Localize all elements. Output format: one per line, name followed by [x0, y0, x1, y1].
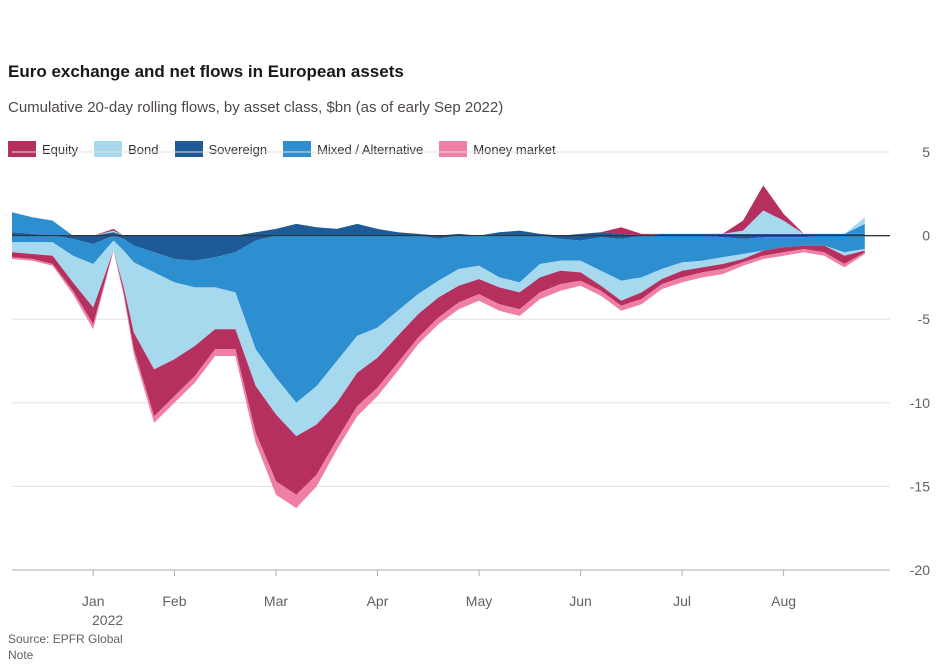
year-label: 2022	[92, 612, 124, 628]
chart-legend: Equity Bond Sovereign Mixed / Alternativ…	[8, 141, 556, 157]
x-tick-label: Feb	[162, 593, 186, 609]
legend-swatch-equity	[8, 141, 36, 157]
legend-swatch-sovereign	[174, 141, 203, 157]
legend-label-sovereign: Sovereign	[208, 141, 268, 157]
x-tick-label: Jan	[82, 593, 105, 609]
legend-swatch-money-market	[439, 141, 468, 157]
legend-item-equity: Equity	[8, 141, 78, 157]
legend-item-bond: Bond	[94, 141, 159, 157]
legend-label-equity: Equity	[42, 141, 79, 157]
source-note: Source: EPFR Global	[8, 632, 123, 646]
legend-swatch-mixed	[283, 141, 312, 157]
y-tick-label: -5	[918, 311, 931, 327]
footnote: Note	[8, 648, 34, 662]
legend-label-mixed: Mixed / Alternative	[317, 141, 424, 157]
legend-label-money-market: Money market	[473, 141, 556, 157]
legend-swatch-bond	[94, 141, 123, 157]
legend-label-bond: Bond	[128, 141, 159, 157]
area-series-equity-positive	[12, 185, 865, 236]
x-tick-label: May	[466, 593, 492, 609]
chart-title: Euro exchange and net flows in European …	[8, 62, 404, 81]
legend-item-mixed: Mixed / Alternative	[283, 141, 423, 157]
legend-item-sovereign: Sovereign	[174, 141, 268, 157]
y-tick-label: -15	[910, 478, 930, 494]
x-tick-label: Jun	[569, 593, 592, 609]
area-series-bond-negative	[12, 240, 865, 437]
legend-item-money-market: Money market	[439, 141, 556, 157]
chart-subtitle: Cumulative 20-day rolling flows, by asse…	[8, 99, 504, 116]
x-tick-label: Apr	[367, 593, 389, 609]
area-series-mixed-alternative-negative	[12, 235, 865, 403]
y-tick-label: 5	[922, 144, 930, 160]
x-tick-label: Mar	[264, 593, 288, 609]
area-series-sovereign-positive	[12, 223, 865, 236]
area-series-sovereign-negative	[12, 235, 865, 261]
area-series-bond-positive	[12, 210, 865, 236]
y-tick-label: -20	[910, 562, 930, 578]
area-series-equity-negative	[12, 245, 865, 495]
x-tick-label: Jul	[673, 593, 691, 609]
y-tick-label: 0	[922, 228, 930, 244]
y-tick-label: -10	[910, 395, 930, 411]
x-tick-label: Aug	[771, 593, 796, 609]
